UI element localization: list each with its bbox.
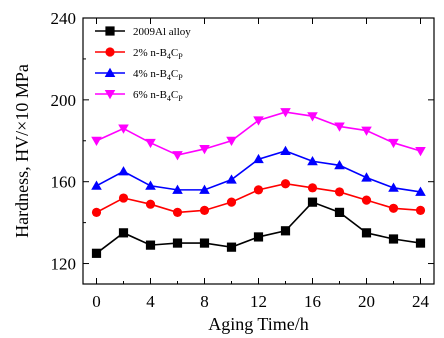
data-point <box>280 108 291 118</box>
series-4 <box>91 108 426 161</box>
legend-label: 2009Al alloy <box>133 26 191 38</box>
data-point <box>307 155 318 166</box>
data-point <box>280 179 291 189</box>
data-point <box>145 199 156 209</box>
data-point <box>361 195 372 205</box>
data-point <box>199 144 210 155</box>
x-axis-title: Aging Time/h <box>208 314 309 334</box>
legend-label: 6% n-B4CP <box>133 89 183 103</box>
data-point <box>361 172 372 182</box>
data-point <box>415 205 426 215</box>
y-tick-label: 240 <box>51 9 77 28</box>
x-tick-label: 12 <box>250 292 267 311</box>
data-point <box>118 193 129 203</box>
data-point <box>145 240 156 250</box>
data-point <box>307 112 318 122</box>
data-point <box>361 126 372 136</box>
data-point <box>253 232 264 242</box>
y-tick-label: 200 <box>51 91 77 110</box>
data-point <box>91 180 102 190</box>
series-1 <box>91 197 426 258</box>
x-tick-label: 16 <box>304 292 321 311</box>
data-point <box>253 185 264 195</box>
data-point <box>226 242 237 252</box>
data-point <box>118 228 129 238</box>
data-point <box>415 147 426 157</box>
data-point <box>91 207 102 217</box>
legend-marker <box>105 47 115 57</box>
data-point <box>307 183 318 193</box>
series-line <box>96 201 421 254</box>
data-point <box>334 187 345 197</box>
data-point <box>415 186 426 196</box>
data-point <box>388 138 399 149</box>
series-3 <box>91 145 426 196</box>
data-point <box>334 160 345 170</box>
data-point <box>199 184 210 194</box>
data-point <box>118 166 129 176</box>
data-point <box>388 182 399 192</box>
data-point <box>388 203 399 213</box>
series-2 <box>91 179 426 217</box>
legend-marker <box>104 67 116 77</box>
y-tick-label: 160 <box>51 173 77 192</box>
data-point <box>280 226 291 236</box>
y-axis-title: Hardness, HV/×10 MPa <box>12 64 32 238</box>
data-point <box>172 184 183 194</box>
data-point <box>199 205 210 215</box>
data-point <box>199 238 210 248</box>
data-point <box>253 116 264 126</box>
data-point <box>307 197 318 207</box>
data-point <box>226 136 237 147</box>
legend-item-4: 6% n-B4CP <box>95 89 183 103</box>
data-point <box>226 174 237 184</box>
data-point <box>172 151 183 161</box>
legend-marker <box>104 90 116 100</box>
data-point <box>118 124 129 134</box>
data-point <box>280 145 291 155</box>
data-point <box>334 207 345 217</box>
data-point <box>91 248 102 258</box>
data-point <box>226 197 237 207</box>
x-tick-label: 24 <box>412 292 430 311</box>
data-point <box>145 138 156 149</box>
legend-label: 2% n-B4CP <box>133 47 183 61</box>
x-tick-label: 20 <box>358 292 375 311</box>
data-point <box>253 153 264 164</box>
x-tick-label: 0 <box>92 292 101 311</box>
legend-marker <box>105 26 115 36</box>
data-point <box>361 228 372 238</box>
legend-item-1: 2009Al alloy <box>95 26 191 38</box>
legend-item-3: 4% n-B4CP <box>95 67 183 82</box>
y-tick-label: 120 <box>51 255 77 274</box>
legend-item-2: 2% n-B4CP <box>95 47 183 61</box>
x-tick-label: 8 <box>200 292 209 311</box>
data-point <box>145 180 156 190</box>
data-point <box>334 122 345 132</box>
data-point <box>172 238 183 248</box>
data-point <box>172 207 183 217</box>
data-point <box>388 234 399 244</box>
data-point <box>91 136 102 147</box>
data-point <box>415 238 426 248</box>
x-tick-label: 4 <box>146 292 155 311</box>
legend-label: 4% n-B4CP <box>133 68 183 82</box>
